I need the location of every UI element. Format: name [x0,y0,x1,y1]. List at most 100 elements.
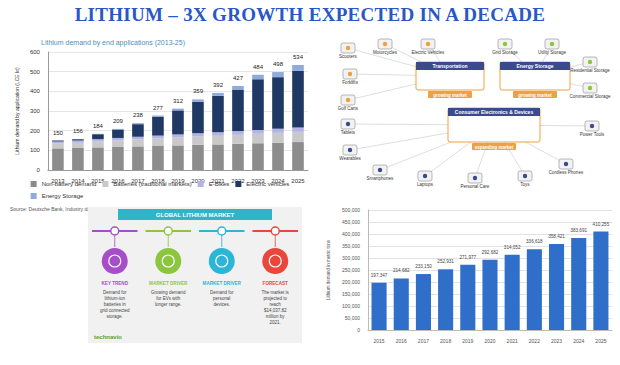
svg-text:Smartphones: Smartphones [367,176,395,181]
svg-text:Forklifts: Forklifts [342,80,359,85]
svg-text:359: 359 [193,88,204,94]
svg-text:longer range.: longer range. [155,302,182,307]
svg-text:2020: 2020 [484,338,495,344]
svg-text:427: 427 [233,75,244,81]
svg-text:for EVs with: for EVs with [156,296,181,301]
svg-text:million by: million by [266,314,286,319]
svg-text:2024: 2024 [573,338,584,344]
svg-text:Consumer Electronics & Devices: Consumer Electronics & Devices [455,109,534,115]
svg-text:100: 100 [30,147,41,153]
svg-text:498: 498 [273,61,284,67]
svg-text:250,000: 250,000 [342,267,360,273]
svg-text:Transportation: Transportation [432,63,467,69]
svg-text:150,000: 150,000 [342,291,360,297]
svg-text:200: 200 [30,128,41,134]
svg-text:Laptops: Laptops [417,182,434,187]
svg-text:150: 150 [53,130,64,136]
svg-text:Non-battery demand: Non-battery demand [42,181,97,187]
svg-text:534: 534 [293,54,304,60]
svg-text:184: 184 [93,123,104,129]
svg-text:personal: personal [213,296,230,301]
svg-text:Grid Storage: Grid Storage [492,50,518,55]
svg-text:Demand for: Demand for [210,290,234,295]
svg-text:Cordless Phones: Cordless Phones [549,170,584,175]
svg-text:2021.: 2021. [270,320,281,325]
svg-text:156: 156 [73,128,84,134]
svg-text:2016: 2016 [396,338,407,344]
svg-text:500,000: 500,000 [342,207,360,213]
svg-text:Golf Carts: Golf Carts [338,106,359,111]
svg-text:358,421: 358,421 [548,234,565,239]
svg-text:410,255: 410,255 [593,222,610,227]
svg-text:233,150: 233,150 [415,264,432,269]
svg-text:growing market: growing market [433,93,467,98]
svg-text:Lithium demand in metric tons: Lithium demand in metric tons [326,239,331,300]
svg-text:450,000: 450,000 [342,219,360,225]
svg-text:300,000: 300,000 [342,255,360,261]
svg-text:Energy Storage: Energy Storage [517,63,554,69]
svg-text:Growing demand: Growing demand [151,290,186,295]
svg-text:300: 300 [30,108,41,114]
svg-text:Lithium demand by end applicat: Lithium demand by end applications (2013… [41,39,185,47]
svg-text:Utility Storage: Utility Storage [538,50,567,55]
svg-text:$14,037.82: $14,037.82 [264,308,287,313]
svg-text:E-Bikes: E-Bikes [209,181,230,187]
svg-text:400: 400 [30,88,41,94]
svg-text:214,682: 214,682 [393,268,410,273]
svg-text:Wearables: Wearables [339,156,361,161]
svg-text:2023: 2023 [551,338,562,344]
svg-text:209: 209 [113,118,124,124]
svg-text:Tablets: Tablets [341,130,356,135]
svg-text:312: 312 [173,98,184,104]
svg-text:reach: reach [270,302,282,307]
svg-text:400,000: 400,000 [342,231,360,237]
svg-text:grid connected: grid connected [100,308,130,313]
svg-text:2025: 2025 [595,338,606,344]
svg-text:projected to: projected to [263,296,287,301]
svg-text:383,691: 383,691 [570,228,587,233]
svg-text:292,682: 292,682 [482,250,499,255]
svg-text:500: 500 [30,69,41,75]
svg-text:238: 238 [133,112,144,118]
svg-text:200,000: 200,000 [342,279,360,285]
svg-text:314,052: 314,052 [504,245,521,250]
svg-text:Electric vehicles: Electric vehicles [246,181,289,187]
svg-text:Electric Vehicles: Electric Vehicles [412,50,446,55]
svg-text:Commercial Storage: Commercial Storage [569,94,611,99]
svg-text:technavio: technavio [94,334,122,340]
svg-text:197,347: 197,347 [371,273,388,278]
svg-text:Scooters: Scooters [339,54,358,59]
svg-text:Motorcycles: Motorcycles [373,50,398,55]
svg-text:FORECAST: FORECAST [263,281,288,286]
svg-text:336,618: 336,618 [526,239,543,244]
svg-text:2018: 2018 [440,338,451,344]
svg-text:2021: 2021 [507,338,518,344]
svg-text:0: 0 [357,327,360,333]
svg-text:MARKET DRIVER: MARKET DRIVER [149,281,188,286]
svg-text:The market is: The market is [262,290,290,295]
svg-text:0: 0 [37,167,41,173]
svg-text:Personal Care: Personal Care [461,184,490,189]
svg-text:growing market: growing market [518,93,552,98]
svg-text:271,977: 271,977 [459,255,476,260]
svg-text:277: 277 [153,105,164,111]
svg-text:2015: 2015 [374,338,385,344]
svg-text:252,931: 252,931 [437,259,454,264]
svg-text:Residential Storage: Residential Storage [570,68,610,73]
svg-text:Batteries (traditional markets: Batteries (traditional markets) [113,181,191,187]
svg-text:Lithium demand by application: Lithium demand by application (LCE kt) [14,67,20,155]
svg-text:Source: Deutsche Bank, Industr: Source: Deutsche Bank, Industry data [10,206,94,212]
svg-text:Power Tools: Power Tools [580,132,605,137]
svg-text:GLOBAL LITHIUM MARKET: GLOBAL LITHIUM MARKET [156,212,235,218]
svg-text:KEY TREND: KEY TREND [102,281,129,286]
svg-text:100,000: 100,000 [342,303,360,309]
svg-text:2019: 2019 [462,338,473,344]
svg-text:600: 600 [30,49,41,55]
svg-text:2025: 2025 [291,178,305,184]
svg-text:Toys: Toys [520,182,530,187]
svg-text:392: 392 [213,82,224,88]
svg-text:50,000: 50,000 [345,315,361,321]
svg-text:Demand for: Demand for [103,290,127,295]
svg-text:2017: 2017 [418,338,429,344]
svg-text:storage.: storage. [107,314,123,319]
